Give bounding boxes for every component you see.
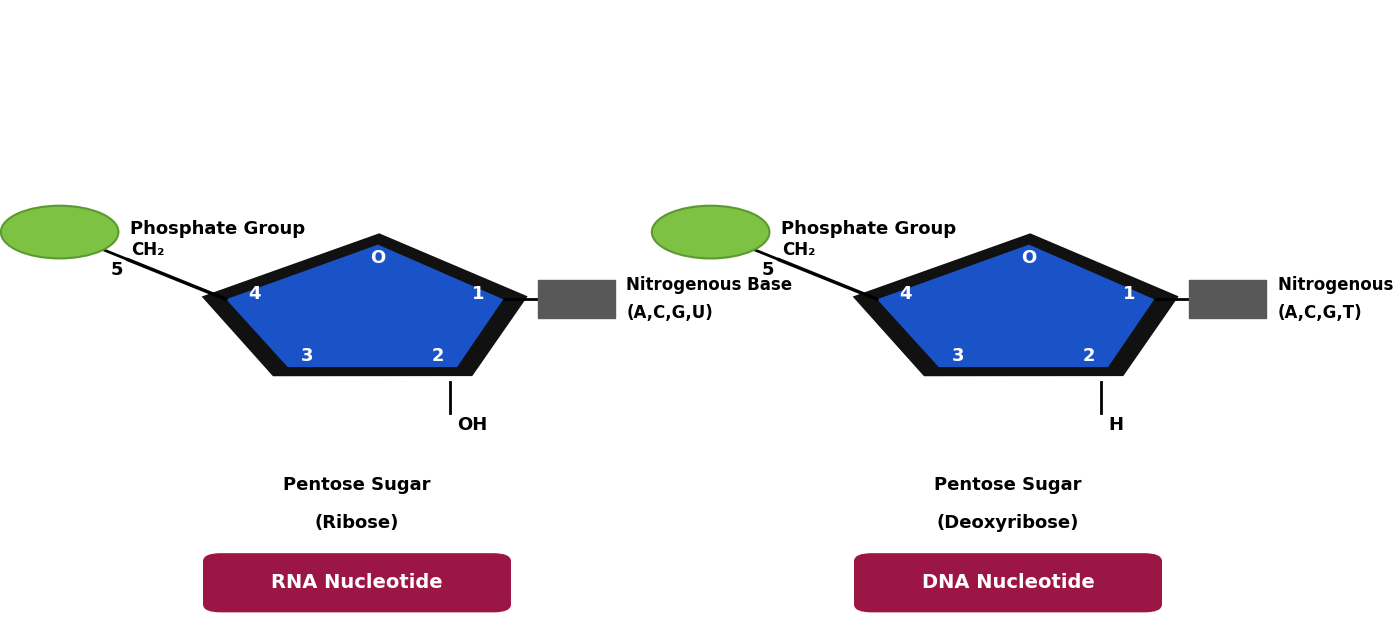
Text: O: O: [371, 249, 385, 268]
Text: Phosphate Group: Phosphate Group: [130, 220, 305, 238]
Text: 4: 4: [248, 285, 260, 303]
Text: 5: 5: [762, 261, 774, 279]
Polygon shape: [202, 234, 528, 376]
Text: RNA Nucleotide: RNA Nucleotide: [272, 573, 442, 592]
Text: H: H: [1109, 416, 1123, 434]
Text: (Deoxyribose): (Deoxyribose): [937, 514, 1079, 532]
Polygon shape: [227, 244, 504, 367]
Text: Nitrogenous Base: Nitrogenous Base: [1278, 276, 1400, 295]
Text: Pentose Sugar: Pentose Sugar: [934, 476, 1082, 494]
Circle shape: [652, 206, 770, 259]
Text: Pentose Sugar: Pentose Sugar: [283, 476, 431, 494]
Text: 1: 1: [1123, 285, 1135, 303]
FancyBboxPatch shape: [204, 554, 510, 612]
Polygon shape: [876, 244, 1154, 367]
FancyBboxPatch shape: [854, 554, 1162, 612]
Text: 2: 2: [431, 347, 444, 365]
Text: 3: 3: [301, 347, 314, 365]
Text: OH: OH: [456, 416, 487, 434]
Text: DNA Nucleotide: DNA Nucleotide: [921, 573, 1095, 592]
Text: (A,C,G,U): (A,C,G,U): [627, 304, 713, 322]
Text: Phosphate Group: Phosphate Group: [781, 220, 956, 238]
Text: (Ribose): (Ribose): [315, 514, 399, 532]
Text: (A,C,G,T): (A,C,G,T): [1278, 304, 1362, 322]
Text: 4: 4: [899, 285, 911, 303]
Text: CH₂: CH₂: [132, 241, 165, 259]
Text: 1: 1: [472, 285, 484, 303]
Bar: [1189, 281, 1266, 318]
Text: 2: 2: [1082, 347, 1095, 365]
Text: Nitrogenous Base: Nitrogenous Base: [627, 276, 792, 295]
Text: O: O: [1022, 249, 1036, 268]
Text: 3: 3: [952, 347, 965, 365]
Text: 5: 5: [111, 261, 123, 279]
Bar: [539, 281, 616, 318]
Circle shape: [1, 206, 119, 259]
Polygon shape: [853, 234, 1179, 376]
Text: CH₂: CH₂: [783, 241, 816, 259]
